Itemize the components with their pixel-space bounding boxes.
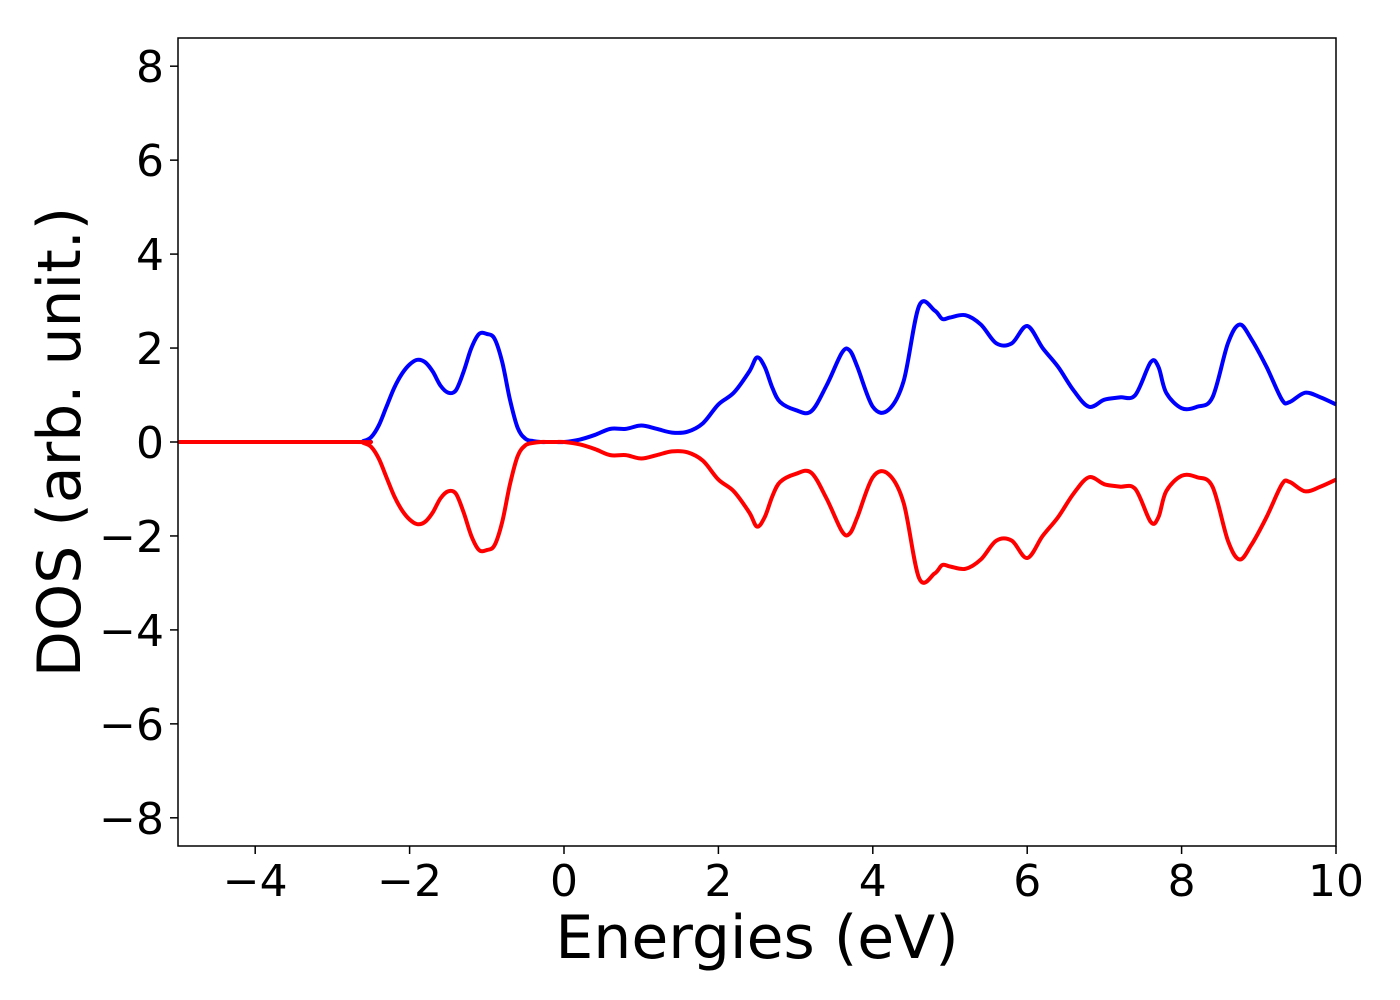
x-axis: −4 −2 0 2 4 6 8 10 [223, 846, 1364, 907]
y-axis-label: DOS (arb. unit.) [25, 207, 95, 677]
x-tick-label: −4 [223, 856, 288, 907]
x-tick-label: 6 [1013, 856, 1041, 907]
x-tick-label: 4 [859, 856, 887, 907]
x-tick-label: −2 [377, 856, 442, 907]
y-tick-label: 4 [136, 230, 164, 281]
series-line-spin-down [177, 439, 1337, 585]
y-tick-label: −6 [99, 700, 164, 751]
y-tick-label: −2 [99, 512, 164, 563]
y-tick-label: 6 [136, 136, 164, 187]
series-line-spin-up [177, 299, 1337, 445]
x-tick-label: 2 [704, 856, 732, 907]
y-tick-label: −4 [99, 606, 164, 657]
y-axis: 8 6 4 2 0 −2 −4 −6 −8 [99, 42, 178, 845]
y-tick-label: 8 [136, 42, 164, 93]
x-tick-label: 8 [1168, 856, 1196, 907]
y-tick-label: 0 [136, 418, 164, 469]
y-tick-label: 2 [136, 324, 164, 375]
x-tick-label: 0 [550, 856, 578, 907]
series-layer [177, 299, 1337, 585]
y-tick-label: −8 [99, 794, 164, 845]
x-axis-label: Energies (eV) [555, 903, 958, 973]
x-tick-label: 10 [1308, 856, 1364, 907]
